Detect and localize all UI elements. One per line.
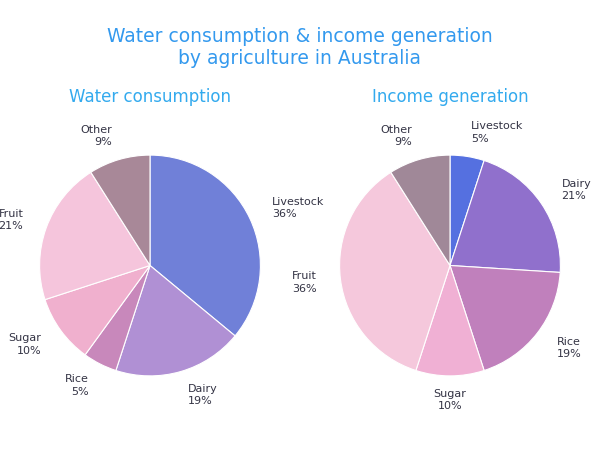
Text: Sugar
10%: Sugar 10% — [434, 389, 466, 411]
Wedge shape — [450, 266, 560, 370]
Text: Rice
19%: Rice 19% — [556, 337, 581, 359]
Title: Income generation: Income generation — [371, 89, 529, 107]
Text: Livestock
36%: Livestock 36% — [272, 197, 324, 219]
Text: Livestock
5%: Livestock 5% — [471, 121, 523, 144]
Wedge shape — [450, 161, 560, 272]
Wedge shape — [340, 172, 450, 370]
Text: Rice
5%: Rice 5% — [65, 374, 89, 397]
Text: Sugar
10%: Sugar 10% — [8, 333, 41, 356]
Wedge shape — [391, 155, 450, 266]
Text: Other
9%: Other 9% — [380, 125, 412, 147]
Text: Fruit
21%: Fruit 21% — [0, 209, 23, 231]
Wedge shape — [450, 155, 484, 266]
Wedge shape — [40, 172, 150, 300]
Wedge shape — [150, 155, 260, 336]
Wedge shape — [416, 266, 484, 376]
Wedge shape — [91, 155, 150, 266]
Text: Dairy
21%: Dairy 21% — [562, 179, 591, 201]
Wedge shape — [116, 266, 235, 376]
Title: Water consumption: Water consumption — [69, 89, 231, 107]
Text: Water consumption & income generation
by agriculture in Australia: Water consumption & income generation by… — [107, 27, 493, 68]
Text: Other
9%: Other 9% — [80, 125, 112, 147]
Wedge shape — [45, 266, 150, 355]
Wedge shape — [85, 266, 150, 370]
Text: Fruit
36%: Fruit 36% — [292, 271, 316, 293]
Text: Dairy
19%: Dairy 19% — [188, 384, 217, 406]
